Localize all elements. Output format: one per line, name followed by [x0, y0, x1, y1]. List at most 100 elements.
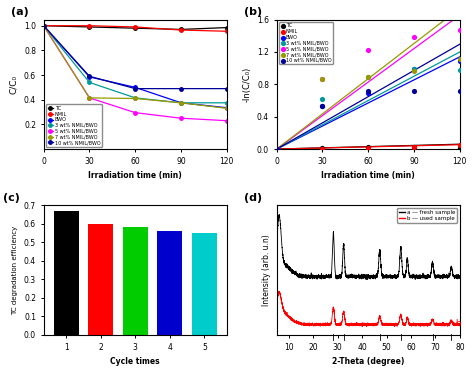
10 wt% NMIL/BWO	[132, 87, 138, 91]
10 wt% NMIL/BWO	[365, 88, 372, 94]
NMIL	[178, 28, 184, 32]
b  used sample	[457, 322, 463, 327]
b  used sample	[274, 300, 280, 305]
3 wt% NMIL/BWO	[132, 95, 138, 100]
7 wt% NMIL/BWO	[132, 96, 138, 101]
7 wt% NMIL/BWO	[365, 74, 372, 80]
10 wt% NMIL/BWO	[456, 88, 464, 94]
a  fresh sample	[457, 276, 463, 280]
TC	[132, 26, 138, 31]
TC	[178, 27, 184, 32]
5 wt% NMIL/BWO	[224, 119, 230, 123]
NMIL	[410, 144, 418, 150]
TC	[365, 144, 372, 150]
Line: b  used sample: b used sample	[277, 291, 460, 327]
NMIL	[87, 23, 92, 28]
b  used sample	[434, 323, 439, 327]
7 wt% NMIL/BWO	[224, 106, 230, 110]
b  used sample	[454, 323, 459, 327]
7 wt% NMIL/BWO	[273, 146, 281, 152]
TC	[319, 145, 326, 151]
5 wt% NMIL/BWO	[365, 47, 372, 53]
BWO	[132, 85, 138, 90]
7 wt% NMIL/BWO	[178, 101, 184, 105]
TC	[410, 144, 418, 150]
Legend: a ― fresh sample, b ― used sample: a ― fresh sample, b ― used sample	[397, 208, 457, 223]
Y-axis label: TC degradation efficiency: TC degradation efficiency	[12, 226, 18, 315]
Line: NMIL: NMIL	[42, 24, 228, 33]
BWO	[319, 103, 326, 109]
Bar	[157, 231, 182, 335]
Y-axis label: C/C₀: C/C₀	[9, 75, 18, 94]
NMIL	[456, 142, 464, 148]
BWO	[87, 75, 92, 79]
b  used sample	[276, 289, 282, 294]
BWO	[456, 57, 464, 63]
Line: a  fresh sample: a fresh sample	[277, 215, 460, 279]
10 wt% NMIL/BWO	[410, 88, 418, 94]
NMIL	[132, 25, 138, 29]
b  used sample	[352, 321, 358, 325]
b  used sample	[306, 323, 311, 327]
Legend: TC, NMIL, BWO, 3 wt% NMIL/BWO, 5 wt% NMIL/BWO, 7 wt% NMIL/BWO, 10 wt% NMIL/BWO: TC, NMIL, BWO, 3 wt% NMIL/BWO, 5 wt% NMI…	[46, 104, 102, 147]
3 wt% NMIL/BWO	[178, 101, 184, 105]
3 wt% NMIL/BWO	[87, 80, 92, 85]
Y-axis label: Intensity (arb. u.n): Intensity (arb. u.n)	[262, 234, 271, 306]
b  used sample	[344, 321, 350, 326]
X-axis label: Irradiation time (min): Irradiation time (min)	[321, 171, 415, 180]
10 wt% NMIL/BWO	[273, 146, 281, 152]
BWO	[410, 66, 418, 72]
Bar	[54, 211, 79, 335]
Y-axis label: -ln(C/C₀): -ln(C/C₀)	[242, 67, 251, 102]
Line: 3 wt% NMIL/BWO: 3 wt% NMIL/BWO	[42, 24, 228, 104]
Line: 7 wt% NMIL/BWO: 7 wt% NMIL/BWO	[42, 24, 228, 110]
10 wt% NMIL/BWO	[178, 87, 184, 91]
Text: (a): (a)	[11, 7, 28, 17]
NMIL	[41, 23, 46, 28]
Text: (c): (c)	[3, 193, 20, 203]
TC	[87, 25, 92, 29]
a  fresh sample	[295, 272, 301, 277]
5 wt% NMIL/BWO	[273, 146, 281, 152]
X-axis label: Cycle times: Cycle times	[110, 357, 160, 366]
BWO	[365, 90, 372, 96]
3 wt% NMIL/BWO	[365, 74, 372, 80]
NMIL	[319, 146, 326, 152]
Text: (d): (d)	[244, 193, 262, 203]
Text: (b): (b)	[244, 7, 262, 17]
5 wt% NMIL/BWO	[132, 110, 138, 115]
TC	[41, 23, 46, 28]
3 wt% NMIL/BWO	[456, 67, 464, 73]
NMIL	[273, 146, 281, 152]
10 wt% NMIL/BWO	[87, 74, 92, 79]
a  fresh sample	[306, 275, 311, 279]
X-axis label: Irradiation time (min): Irradiation time (min)	[88, 171, 182, 180]
Line: BWO: BWO	[42, 24, 228, 109]
7 wt% NMIL/BWO	[456, 56, 464, 62]
7 wt% NMIL/BWO	[87, 95, 92, 100]
10 wt% NMIL/BWO	[41, 23, 46, 28]
5 wt% NMIL/BWO	[41, 23, 46, 28]
NMIL	[365, 145, 372, 151]
5 wt% NMIL/BWO	[410, 34, 418, 40]
TC	[456, 145, 464, 151]
b  used sample	[364, 325, 369, 329]
7 wt% NMIL/BWO	[41, 23, 46, 28]
a  fresh sample	[454, 274, 459, 279]
TC	[224, 25, 230, 30]
Bar	[192, 233, 217, 335]
3 wt% NMIL/BWO	[41, 23, 46, 28]
Text: a: a	[455, 272, 460, 281]
Line: TC: TC	[42, 24, 228, 31]
Bar	[123, 227, 148, 335]
a  fresh sample	[344, 275, 350, 279]
Bar	[88, 224, 113, 335]
Text: b: b	[455, 319, 460, 328]
b  used sample	[295, 320, 301, 325]
BWO	[41, 23, 46, 28]
Legend: TC, NMIL, BWO, 3 wt% NMIL/BWO, 5 wt% NMIL/BWO, 7 wt% NMIL/BWO, 10 wt% NMIL/BWO: TC, NMIL, BWO, 3 wt% NMIL/BWO, 5 wt% NMI…	[279, 22, 333, 64]
TC	[273, 146, 281, 152]
5 wt% NMIL/BWO	[456, 27, 464, 33]
NMIL	[224, 29, 230, 34]
BWO	[273, 146, 281, 152]
